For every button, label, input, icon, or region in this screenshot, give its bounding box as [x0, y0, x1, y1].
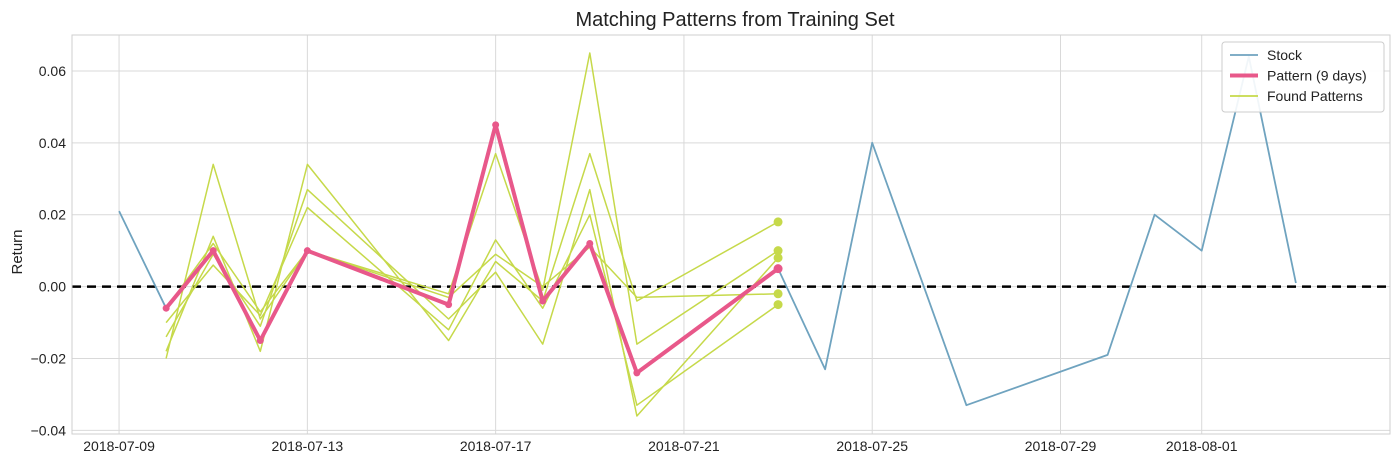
pattern-point	[256, 337, 264, 345]
legend-box	[1221, 41, 1385, 113]
x-tick-label: 2018-07-25	[836, 438, 908, 454]
x-tick-label: 2018-07-29	[1025, 438, 1097, 454]
y-axis-label: Return	[9, 229, 26, 274]
series-layer	[118, 52, 1297, 417]
stock-line	[118, 55, 1297, 407]
gridlines	[72, 35, 1390, 434]
pattern-endpoint	[773, 264, 783, 274]
found-pattern-line	[165, 206, 779, 406]
x-ticks: 2018-07-09 2018-07-13 2018-07-17 2018-07-21…	[83, 438, 1237, 454]
pattern-point	[492, 121, 500, 129]
legend-label: Stock	[1267, 47, 1303, 63]
found-pattern-endpoint	[773, 246, 783, 256]
y-ticks: −0.04 −0.02 0.00 0.02 0.04 0.06	[31, 63, 67, 438]
pattern-line	[164, 122, 780, 375]
x-tick-label: 2018-07-13	[272, 438, 344, 454]
pattern-point	[539, 297, 547, 305]
pattern-point	[586, 239, 594, 247]
y-tick-label: 0.06	[39, 63, 66, 79]
pattern-point	[209, 247, 217, 255]
legend-label: Pattern (9 days)	[1267, 68, 1367, 84]
found-pattern-line	[165, 242, 779, 313]
found-pattern-endpoint	[773, 300, 783, 310]
y-tick-label: −0.04	[31, 422, 67, 438]
pattern-point	[445, 301, 453, 309]
x-tick-label: 2018-07-17	[460, 438, 532, 454]
found-pattern-endpoint	[773, 253, 783, 263]
x-tick-label: 2018-08-01	[1166, 438, 1238, 454]
x-tick-label: 2018-07-09	[83, 438, 155, 454]
y-tick-label: 0.00	[39, 279, 66, 295]
y-tick-label: 0.02	[39, 207, 66, 223]
x-tick-label: 2018-07-21	[648, 438, 720, 454]
pattern-point	[162, 304, 170, 312]
y-tick-label: 0.04	[39, 135, 66, 151]
found-pattern-endpoint	[773, 217, 783, 227]
pattern-point	[303, 247, 311, 255]
pattern-point	[633, 369, 641, 377]
found-pattern-line	[165, 52, 779, 359]
y-tick-label: −0.02	[31, 351, 67, 367]
found-pattern-endpoint	[773, 289, 783, 299]
chart-title: Matching Patterns from Training Set	[575, 9, 894, 31]
plot-frame	[71, 34, 1391, 435]
legend: Stock Pattern (9 days) Found Patterns	[1221, 41, 1385, 113]
legend-label: Found Patterns	[1267, 88, 1363, 104]
